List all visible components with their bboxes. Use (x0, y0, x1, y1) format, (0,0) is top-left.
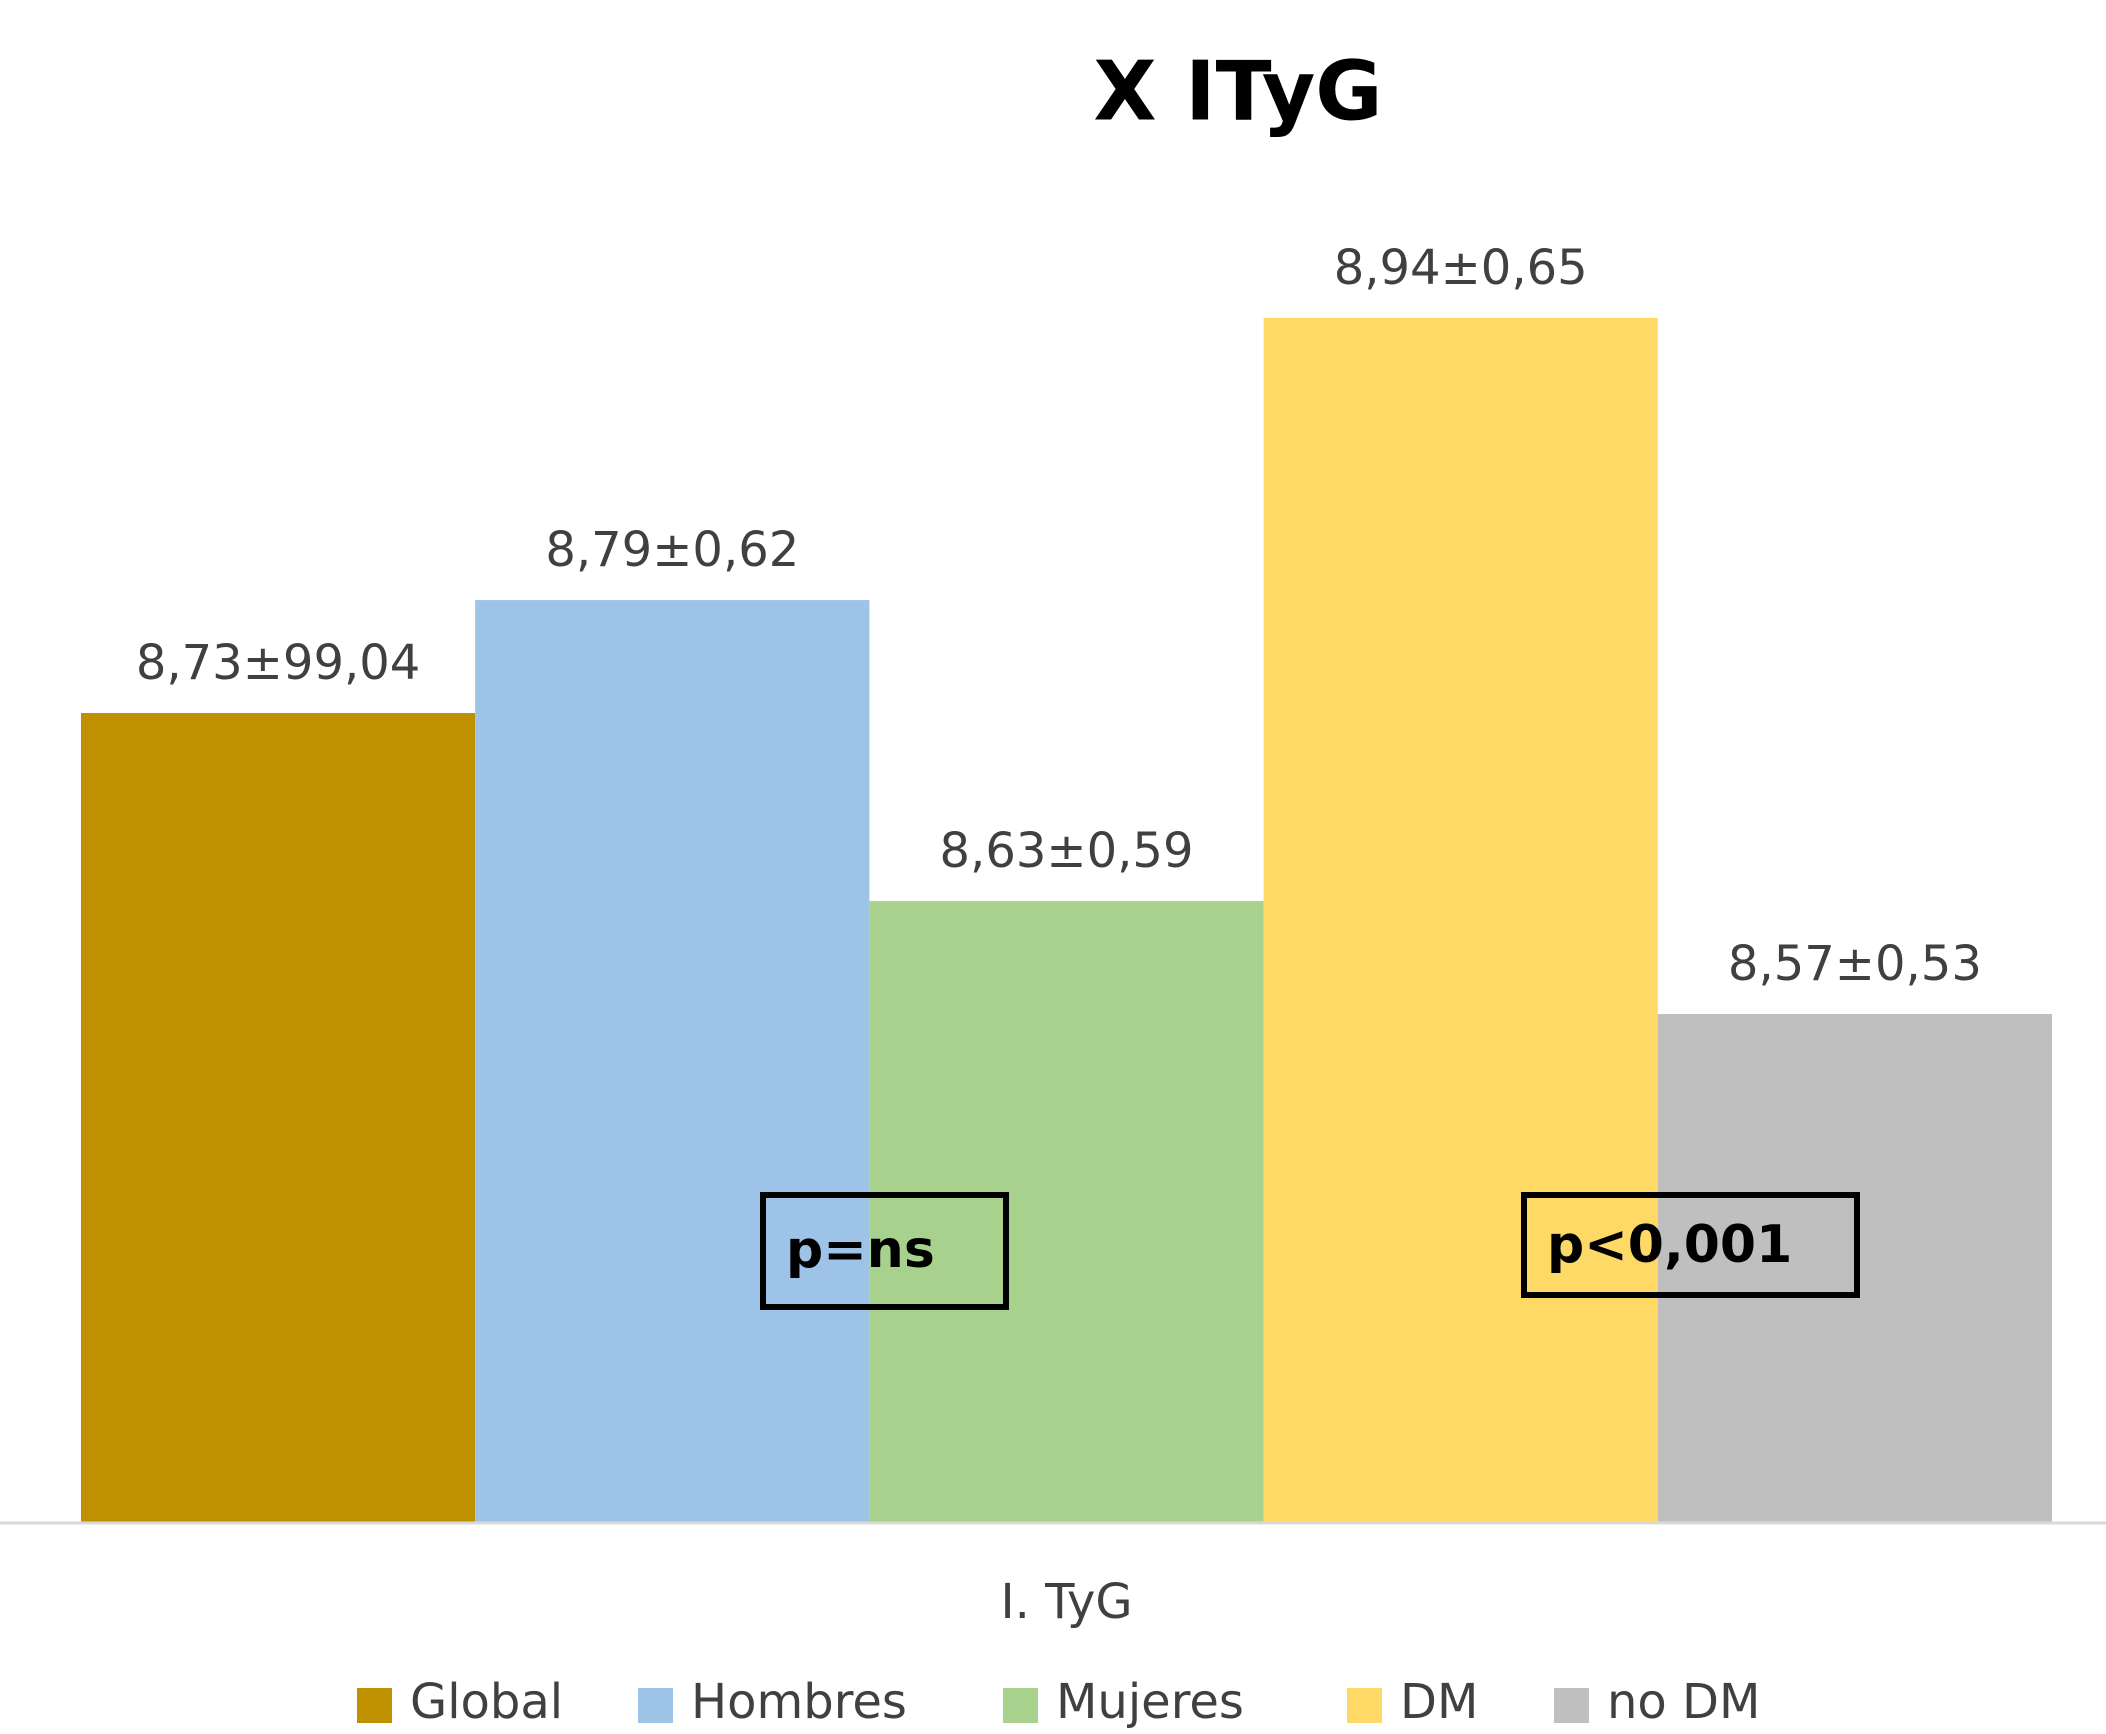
annotation-box (760, 1192, 1009, 1310)
legend-label: DM (1400, 1674, 1478, 1730)
x-tick-label: I. TyG (1000, 1574, 1132, 1630)
value-label: 8,79±0,62 (545, 522, 799, 578)
legend-label: Hombres (691, 1674, 907, 1730)
bar (475, 600, 870, 1522)
legend-label: Mujeres (1056, 1674, 1244, 1730)
legend-label: no DM (1607, 1674, 1760, 1730)
bar (869, 901, 1264, 1522)
value-label: 8,94±0,65 (1334, 240, 1588, 296)
legend-swatch (1347, 1688, 1382, 1723)
bar (81, 712, 476, 1522)
legend-swatch (1554, 1688, 1589, 1723)
value-label: 8,63±0,59 (940, 823, 1194, 879)
annotation: p<0,001 (1547, 1215, 1792, 1275)
bar (1263, 317, 1658, 1522)
chart-title: X ITyG (1093, 44, 1382, 139)
legend-swatch (357, 1688, 392, 1723)
legend-label: Global (410, 1674, 563, 1730)
annotation-box (1521, 1192, 1860, 1298)
value-label: 8,57±0,53 (1728, 936, 1982, 992)
legend-swatch (1003, 1688, 1038, 1723)
value-label: 8,73±99,04 (136, 635, 421, 691)
legend-swatch (638, 1688, 673, 1723)
annotation: p=ns (786, 1220, 935, 1280)
